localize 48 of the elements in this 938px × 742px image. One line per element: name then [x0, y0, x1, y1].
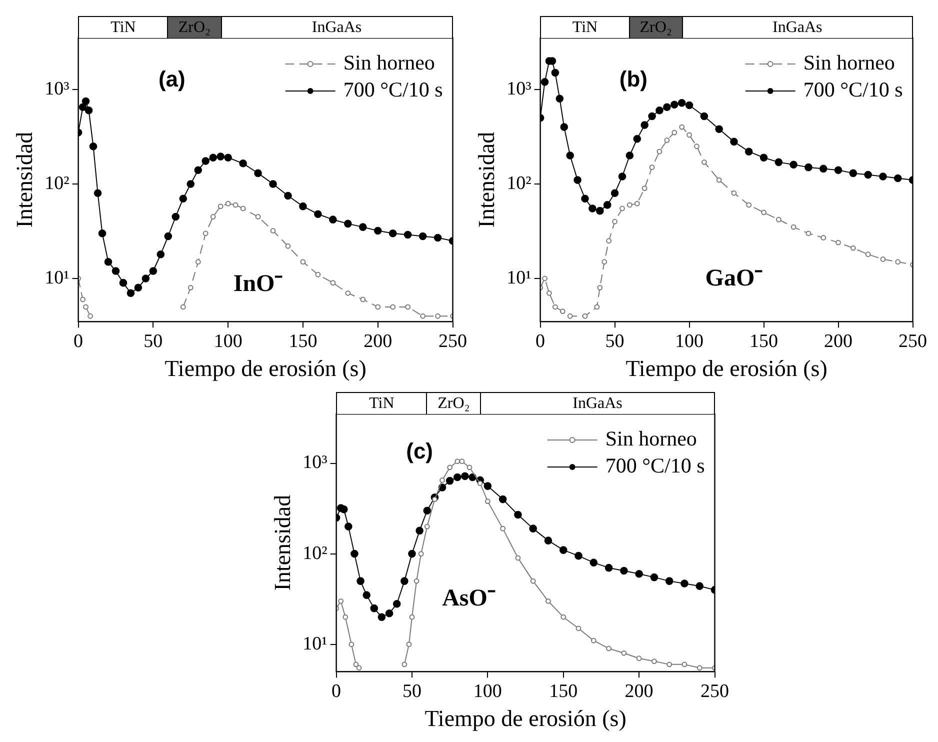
x-tick-label: 250: [438, 330, 467, 352]
y-axis-title: Intensidad: [12, 131, 37, 228]
y-tick-label: 10²: [302, 542, 328, 564]
annotation: (b): [619, 66, 648, 92]
legend-label: Sin horneo: [803, 50, 895, 75]
y-tick-label: 10¹: [506, 267, 532, 288]
layer-strip: TiN ZrO₂ InGaAs: [540, 16, 913, 38]
annotation: InO⁻: [233, 270, 283, 297]
x-axis-title: Tiempo de erosión (s): [626, 356, 828, 382]
legend-label: 700 °C/10 s: [605, 454, 705, 478]
x-tick-label: 50: [605, 330, 624, 352]
x-tick-label: 0: [74, 330, 84, 352]
annotation: GaO⁻: [705, 265, 763, 292]
y-axis-title: Intensidad: [270, 494, 295, 591]
y-tick-label: 10²: [506, 172, 532, 194]
legend-label: Sin horneo: [605, 426, 697, 451]
legend-label: Sin horneo: [343, 50, 435, 75]
y-tick-label: 10²: [44, 172, 70, 194]
x-axis-title: Tiempo de erosión (s): [424, 706, 626, 732]
y-tick-label: 10¹: [302, 633, 328, 654]
layer-strip: TiN ZrO₂ InGaAs: [336, 392, 715, 414]
y-tick-label: 10³: [302, 452, 328, 474]
x-tick-label: 250: [700, 680, 729, 702]
x-tick-label: 50: [402, 680, 422, 702]
x-tick-label: 50: [144, 330, 163, 352]
annotation: (c): [406, 438, 433, 464]
y-tick-label: 10³: [44, 78, 70, 100]
x-tick-label: 200: [364, 330, 392, 352]
annotation: AsO⁻: [442, 586, 496, 612]
y-axis-title: Intensidad: [474, 131, 499, 228]
x-tick-label: 150: [288, 330, 318, 352]
layer-strip: TiN ZrO₂ InGaAs: [78, 16, 453, 38]
x-tick-label: 200: [824, 330, 853, 352]
x-tick-label: 150: [549, 680, 578, 702]
x-tick-label: 150: [750, 330, 778, 352]
y-tick-label: 10³: [506, 78, 532, 100]
x-tick-label: 0: [536, 330, 546, 352]
annotation: (a): [158, 66, 186, 92]
legend-label: 700 °C/10 s: [803, 78, 903, 102]
x-tick-label: 0: [332, 680, 342, 702]
x-tick-label: 250: [898, 330, 927, 352]
y-tick-label: 10¹: [44, 267, 70, 288]
x-tick-label: 200: [624, 680, 654, 702]
x-tick-label: 100: [214, 330, 242, 352]
legend-label: 700 °C/10 s: [343, 78, 443, 102]
x-tick-label: 100: [675, 330, 704, 352]
x-axis-title: Tiempo de erosión (s): [164, 356, 366, 382]
x-tick-label: 100: [473, 680, 502, 702]
